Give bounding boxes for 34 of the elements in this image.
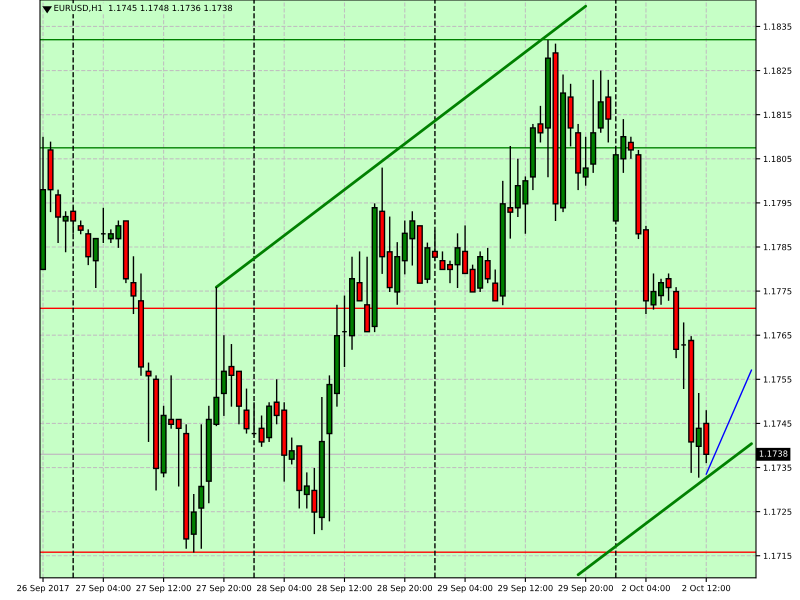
y-tick-label: 1.1825 [764, 68, 792, 74]
y-tick-label: 1.1725 [764, 508, 792, 515]
x-tick-label: 27 Sep 04:00 [76, 584, 131, 593]
y-tick-label: 1.1795 [764, 200, 792, 206]
y-tick-label: 1.1745 [764, 420, 792, 427]
y-tick-label: 1.1735 [764, 464, 792, 471]
x-tick-label: 28 Sep 04:00 [256, 584, 312, 593]
x-tick-label: 29 Sep 12:00 [498, 584, 553, 593]
candlestick [341, 294, 348, 368]
y-tick-label: 1.1765 [764, 332, 792, 338]
candlestick [78, 220, 84, 235]
x-tick-label: 28 Sep 20:00 [378, 584, 432, 593]
x-tick-label: 28 Sep 12:00 [317, 584, 372, 593]
y-tick-label: 1.1785 [764, 244, 792, 250]
candlestick [198, 424, 204, 550]
x-tick-label: 27 Sep 20:00 [196, 584, 252, 593]
text: EURUSD,H1 1.1745 1.1748 1.1736 1.1738 [54, 4, 232, 12]
x-tick-label: 26 Sep 2017 [17, 584, 69, 593]
y-tick-label: 1.1805 [764, 156, 792, 162]
candlestick [100, 207, 106, 244]
y-tick-label: 1.1815 [764, 112, 792, 118]
candlestick [243, 388, 250, 434]
y-tick-label: 1.1835 [764, 23, 792, 30]
x-tick-label: 2 Oct 12:00 [682, 584, 730, 592]
x-tick-label: 2 Oct 04:00 [622, 584, 670, 592]
y-tick-label: 1.1775 [764, 288, 792, 294]
y-tick-label: 1.1755 [764, 376, 792, 383]
candlestick [680, 322, 687, 390]
candlestick [146, 362, 152, 443]
x-tick-label: 27 Sep 12:00 [136, 584, 191, 593]
ref-line-label: 1.1738 [760, 450, 788, 457]
x-tick-label: 29 Sep 04:00 [438, 584, 492, 593]
x-tick-label: 29 Sep 20:00 [558, 584, 613, 593]
y-tick-label: 1.1715 [764, 552, 792, 560]
